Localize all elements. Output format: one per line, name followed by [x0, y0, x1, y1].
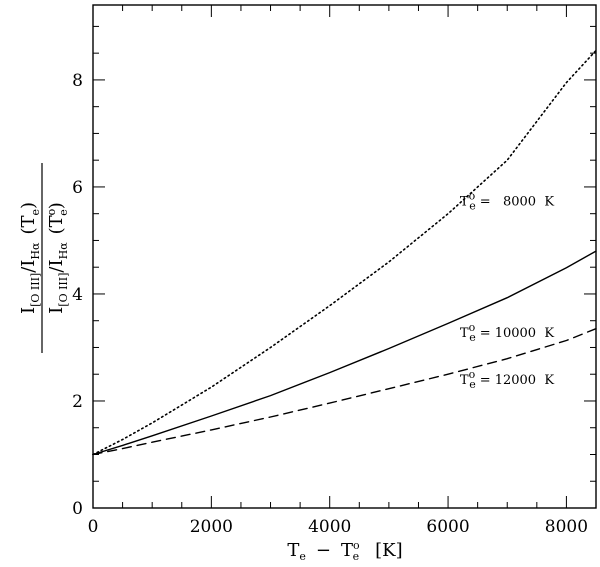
y-num-i1: I: [18, 307, 39, 314]
y-num-i2: I: [18, 260, 39, 267]
y-den-close: ): [46, 202, 67, 209]
y-den-arg-sup: o: [45, 208, 58, 215]
x-axis-title-dash: −: [316, 540, 331, 561]
y-num-slash: /: [18, 266, 39, 273]
series-annotation-2: To e = 10000 K: [460, 321, 554, 344]
y-axis-numerator: I[O III]/IHα(Te): [18, 202, 42, 314]
x-tick-label: 4000: [308, 517, 351, 537]
x-axis-title-sup2: o: [353, 539, 360, 552]
series-annotations: To e = 8000 K To e = 10000 K To e = 12000 K: [460, 190, 554, 391]
y-tick-label: 6: [72, 178, 83, 198]
y-den-i2: I: [46, 259, 67, 266]
x-axis-title-t2: T: [341, 540, 353, 561]
y-den-arg-sub: e: [57, 209, 70, 216]
axis-ticks: [92, 5, 597, 509]
x-axis-title-t1: T: [287, 540, 299, 561]
y-num-arg-sub: e: [29, 209, 42, 216]
series-line-3: [92, 328, 597, 456]
y-num-arg: (T: [18, 216, 39, 235]
x-axis-title-sub1: e: [299, 550, 306, 563]
y-tick-label: 8: [72, 71, 83, 91]
y-den-arg: (T: [46, 215, 67, 234]
series-line-1: [92, 49, 597, 456]
y-den-sub1: [O III]: [57, 273, 70, 307]
y-tick-label: 2: [72, 392, 83, 412]
series-line-2: [92, 250, 597, 456]
y-num-close: ): [18, 202, 39, 209]
x-axis-title-sub2: e: [353, 550, 360, 563]
y-den-i1: I: [46, 307, 67, 314]
x-tick-label: 0: [88, 517, 99, 537]
x-tick-label: 2000: [190, 517, 233, 537]
series-layer: [92, 49, 597, 456]
y-num-sub1: [O III]: [29, 273, 42, 307]
y-axis-title: I[O III]/IHα(Te) I[O III]/IHα(Toe): [18, 163, 70, 353]
y-den-sub2: Hα: [57, 242, 70, 260]
series-annotation-1: To e = 8000 K: [460, 190, 554, 213]
x-axis-title-unit: [K]: [375, 540, 403, 561]
plot-frame: [92, 4, 597, 509]
y-axis-denominator: I[O III]/IHα(Toe): [45, 202, 70, 314]
y-tick-label: 4: [72, 285, 83, 305]
x-tick-label: 6000: [426, 517, 469, 537]
y-den-slash: /: [46, 266, 67, 273]
axis-tick-labels: 0 2000 4000 6000 8000 0 2 4 6 8: [72, 71, 588, 537]
y-num-sub2: Hα: [29, 242, 42, 260]
y-tick-label: 0: [72, 499, 83, 519]
x-tick-label: 8000: [545, 517, 588, 537]
x-axis-title: Te − To e [K]: [287, 539, 402, 563]
series-annotation-3: To e = 12000 K: [460, 368, 554, 391]
